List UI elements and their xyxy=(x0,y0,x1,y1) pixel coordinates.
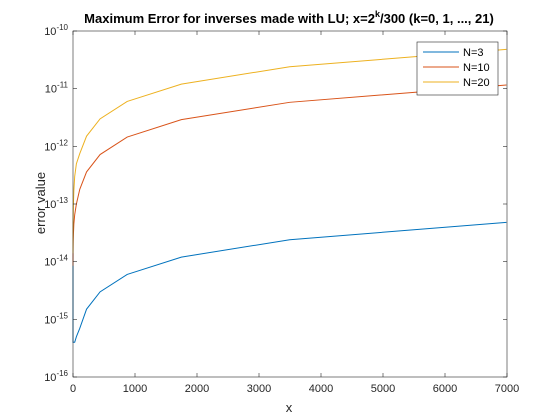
legend-label: N=20 xyxy=(463,77,490,89)
title-superscript: k xyxy=(375,9,381,19)
x-tick-label: 0 xyxy=(70,383,76,395)
title-main: Maximum Error for inverses made with LU;… xyxy=(84,11,375,26)
chart-title: Maximum Error for inverses made with LU;… xyxy=(84,9,494,26)
x-tick-label: 7000 xyxy=(495,383,519,395)
y-tick-label: 10-15 xyxy=(44,311,68,326)
legend-box xyxy=(416,41,499,96)
tick-layer: 0 1000 2000 3000 4000 5000 6000 7000 10-16 10-15 1… xyxy=(44,23,519,395)
y-tick-label: 10-11 xyxy=(45,81,69,96)
x-tick-label: 2000 xyxy=(185,383,209,395)
x-tick-label: 3000 xyxy=(247,383,271,395)
x-tick-label: 1000 xyxy=(123,383,147,395)
x-axis-label: x xyxy=(286,400,293,415)
y-tick-label: 10-16 xyxy=(44,369,68,384)
legend-label: N=3 xyxy=(463,47,484,59)
y-tick-label: 10-14 xyxy=(44,254,68,269)
x-tick-label: 4000 xyxy=(309,383,333,395)
x-tick-label: 6000 xyxy=(433,383,457,395)
y-axis-label: error value xyxy=(33,172,48,234)
title-rest: /300 (k=0, 1, ..., 21) xyxy=(380,11,494,26)
y-tick-label: 10-13 xyxy=(44,196,68,211)
y-tick-label: 10-12 xyxy=(44,138,68,153)
legend-label: N=10 xyxy=(463,62,490,74)
legend: N=3 N=10 N=20 xyxy=(416,41,499,96)
y-tick-label: 10-10 xyxy=(44,23,68,38)
x-tick-label: 5000 xyxy=(371,383,395,395)
